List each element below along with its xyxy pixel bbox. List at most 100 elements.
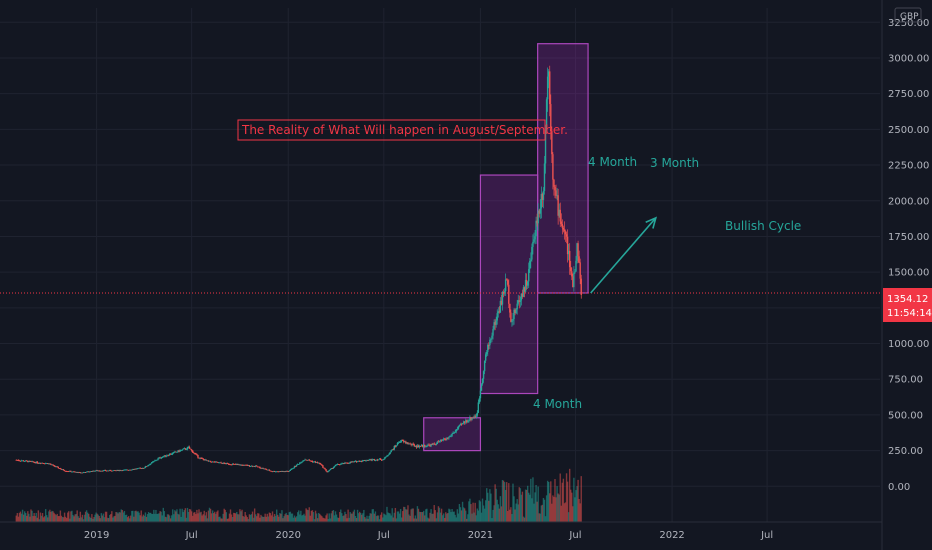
volume-bar bbox=[299, 514, 301, 522]
candle-body bbox=[360, 461, 362, 462]
volume-bar bbox=[540, 505, 543, 522]
volume-bar bbox=[544, 516, 547, 522]
volume-bar bbox=[578, 498, 580, 522]
volume-bar bbox=[132, 510, 134, 522]
candle-body bbox=[142, 467, 145, 469]
volume-bar bbox=[237, 514, 239, 522]
candle-body bbox=[350, 461, 352, 463]
volume-bar bbox=[467, 514, 469, 522]
candle-body bbox=[423, 444, 425, 447]
volume-bar bbox=[406, 509, 408, 522]
candle-body bbox=[430, 444, 432, 447]
candle-body bbox=[70, 470, 72, 472]
candle-body bbox=[503, 291, 506, 294]
volume-bar bbox=[51, 510, 53, 522]
candle-body bbox=[416, 445, 419, 448]
candle-body bbox=[546, 76, 549, 100]
candle-body bbox=[406, 442, 408, 444]
volume-bar bbox=[539, 513, 541, 522]
volume-bar bbox=[387, 512, 389, 522]
candle-body bbox=[112, 470, 114, 472]
candle-body bbox=[266, 469, 268, 471]
volume-bar bbox=[140, 510, 142, 522]
candle-body bbox=[307, 459, 309, 461]
volume-bar bbox=[144, 512, 147, 522]
volume-bar bbox=[147, 512, 150, 522]
volume-bar bbox=[497, 504, 499, 522]
candle-body bbox=[365, 460, 367, 462]
candle-body bbox=[467, 421, 469, 423]
candle-body bbox=[554, 186, 556, 191]
volume-bar bbox=[166, 514, 169, 522]
x-tick-label: 2022 bbox=[659, 530, 684, 541]
volume-bar bbox=[493, 505, 495, 522]
volume-bar bbox=[251, 511, 254, 522]
candle-body bbox=[352, 461, 355, 463]
candle-body bbox=[73, 471, 75, 473]
candle-body bbox=[263, 468, 265, 470]
candle-body bbox=[19, 460, 22, 462]
volume-bar bbox=[417, 508, 420, 522]
candle-body bbox=[474, 416, 476, 418]
x-tick-label: 2021 bbox=[468, 530, 493, 541]
y-tick-label: 2250.00 bbox=[888, 161, 929, 172]
volume-bar bbox=[86, 512, 89, 522]
candle-body bbox=[343, 463, 345, 464]
candle-body bbox=[96, 470, 98, 472]
volume-bar bbox=[141, 516, 143, 522]
volume-bar bbox=[334, 511, 337, 522]
volume-bar bbox=[252, 517, 255, 522]
candle-body bbox=[300, 462, 302, 464]
volume-bar bbox=[382, 517, 384, 522]
volume-bar bbox=[136, 511, 138, 522]
x-tick-label: Jul bbox=[568, 530, 581, 541]
candle-body bbox=[429, 444, 431, 447]
candle-body bbox=[491, 335, 493, 339]
volume-bar bbox=[552, 495, 554, 522]
candle-body bbox=[193, 452, 195, 454]
volume-bar bbox=[238, 514, 240, 522]
candle-body bbox=[327, 471, 329, 473]
volume-bar bbox=[224, 509, 226, 522]
candle-body bbox=[440, 439, 443, 441]
volume-bar bbox=[500, 506, 503, 522]
bullish-arrow-shaft bbox=[590, 217, 657, 294]
candle-body bbox=[510, 312, 512, 322]
volume-bar bbox=[385, 515, 387, 522]
candle-body bbox=[195, 453, 197, 455]
volume-bar bbox=[176, 509, 178, 522]
candle-body bbox=[234, 463, 236, 465]
candle-body bbox=[334, 464, 337, 467]
candle-body bbox=[247, 465, 250, 466]
candle-body bbox=[353, 461, 356, 462]
x-tick-label: Jul bbox=[377, 530, 390, 541]
candle-body bbox=[135, 468, 137, 470]
volume-bar bbox=[50, 511, 52, 522]
volume-bar bbox=[248, 514, 251, 522]
volume-bar bbox=[574, 497, 576, 522]
volume-bar bbox=[435, 518, 438, 522]
candle-body bbox=[419, 446, 422, 447]
candle-body bbox=[437, 441, 440, 443]
volume-bar bbox=[373, 513, 376, 522]
candle-body bbox=[224, 463, 226, 465]
candle-body bbox=[407, 442, 409, 445]
candle-body bbox=[180, 450, 182, 451]
candle-body bbox=[223, 462, 225, 464]
volume-bar bbox=[139, 515, 141, 522]
candle-body bbox=[290, 468, 293, 470]
candle-body bbox=[473, 416, 475, 418]
candle-body bbox=[225, 463, 228, 464]
volume-bar bbox=[556, 486, 558, 522]
volume-bar bbox=[257, 513, 259, 522]
volume-bar bbox=[525, 489, 528, 522]
candle-body bbox=[517, 300, 519, 304]
volume-bar bbox=[267, 516, 270, 522]
currency-badge[interactable] bbox=[894, 7, 922, 23]
volume-bar bbox=[465, 510, 467, 522]
volume-bar bbox=[154, 513, 156, 522]
candle-body bbox=[91, 471, 93, 472]
volume-bar bbox=[208, 507, 211, 522]
candle-body bbox=[412, 443, 414, 445]
